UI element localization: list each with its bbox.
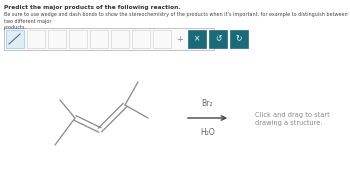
Bar [48, 30, 66, 48]
Text: ↺: ↺ [215, 34, 221, 43]
Bar [132, 30, 150, 48]
Bar [27, 30, 45, 48]
Bar [230, 30, 248, 48]
Text: +: + [176, 34, 183, 43]
Text: Predict the major products of the following reaction.: Predict the major products of the follow… [4, 5, 181, 10]
Text: ×: × [194, 34, 200, 43]
Text: Be sure to use wedge and dash bonds to show the stereochemistry of the products : Be sure to use wedge and dash bonds to s… [4, 12, 348, 30]
Bar [4, 28, 214, 50]
Text: ↻: ↻ [236, 34, 242, 43]
Bar [90, 30, 108, 48]
Bar [6, 30, 24, 48]
Bar [153, 30, 171, 48]
Text: Click and drag to start
drawing a structure.: Click and drag to start drawing a struct… [255, 112, 330, 127]
Bar [111, 30, 129, 48]
Text: Br₂: Br₂ [202, 99, 213, 108]
Bar [188, 30, 206, 48]
Text: H₂O: H₂O [200, 128, 215, 137]
Bar [209, 30, 227, 48]
Bar [69, 30, 87, 48]
